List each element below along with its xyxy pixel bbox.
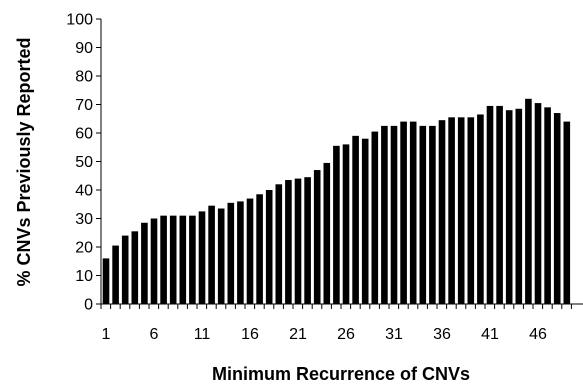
- bar: [342, 144, 350, 304]
- bar: [544, 107, 551, 304]
- bar: [361, 138, 369, 304]
- x-tick-label: 41: [481, 326, 499, 343]
- bar: [457, 117, 465, 304]
- x-tick-label: 26: [337, 326, 355, 343]
- bar: [294, 178, 302, 304]
- bar: [371, 131, 379, 304]
- y-tick-label: 10: [75, 268, 93, 285]
- bar: [285, 180, 292, 304]
- bar: [429, 125, 436, 305]
- bar: [227, 202, 235, 304]
- bar: [448, 117, 455, 304]
- x-tick-label: 31: [385, 326, 403, 343]
- bar: [323, 162, 331, 304]
- bar: [409, 121, 417, 304]
- y-tick-label: 0: [84, 297, 93, 314]
- bar: [217, 208, 225, 304]
- x-tick-label: 46: [529, 326, 547, 343]
- bar: [131, 231, 139, 304]
- bar: [150, 218, 158, 304]
- bar: [400, 121, 407, 304]
- y-tick-label: 30: [75, 211, 93, 228]
- x-tick-labels: 1 6 11 16 21 26 31 36 41 46: [102, 326, 547, 343]
- bar: [419, 125, 427, 305]
- bar: [198, 211, 206, 305]
- bar: [121, 235, 129, 304]
- bar: [486, 105, 494, 305]
- x-tick-label: 6: [150, 326, 159, 343]
- x-tick-label: 36: [433, 326, 451, 343]
- bar: [304, 177, 311, 304]
- y-tick-label: 80: [75, 69, 93, 86]
- y-tick-label: 90: [75, 40, 93, 57]
- bar: [515, 108, 523, 305]
- bar: [189, 215, 196, 304]
- bar-series: [102, 98, 571, 305]
- bar: [169, 215, 177, 304]
- bar: [505, 110, 513, 304]
- bar: [381, 125, 388, 305]
- bar: [525, 98, 532, 304]
- y-tick-label: 20: [75, 240, 93, 257]
- y-tick-label: 50: [75, 154, 93, 171]
- y-axis-ticks: [96, 18, 101, 305]
- bar: [467, 117, 475, 304]
- bar: [275, 184, 283, 304]
- bar: [477, 114, 484, 304]
- x-tick-label: 1: [102, 326, 111, 343]
- bar: [553, 113, 561, 304]
- bar: [112, 245, 119, 304]
- bar: [246, 198, 254, 304]
- y-tick-labels: 0 10 20 30 40 50 60 70 80 90 100: [66, 12, 93, 314]
- bar: [160, 215, 167, 304]
- bar: [438, 120, 446, 304]
- bar: [102, 258, 110, 304]
- x-axis-ticks: [100, 304, 572, 309]
- bar: [208, 205, 215, 304]
- bar: [534, 103, 542, 304]
- bar: [563, 121, 571, 304]
- bar: [333, 145, 340, 304]
- x-tick-label: 21: [289, 326, 307, 343]
- y-axis-title: % CNVs Previously Reported: [14, 37, 34, 286]
- y-tick-label: 70: [75, 97, 93, 114]
- x-tick-label: 11: [194, 326, 211, 343]
- y-tick-label: 60: [75, 126, 93, 143]
- bar: [237, 201, 244, 304]
- bar: [496, 105, 503, 305]
- y-tick-label: 100: [66, 12, 93, 29]
- bar: [390, 125, 398, 305]
- bar: [313, 170, 321, 304]
- bar: [256, 194, 263, 304]
- y-tick-label: 40: [75, 183, 93, 200]
- bar: [179, 215, 187, 304]
- bar: [265, 190, 273, 304]
- x-axis-title: Minimum Recurrence of CNVs: [212, 364, 470, 384]
- bar: [352, 135, 359, 304]
- x-tick-label: 16: [241, 326, 259, 343]
- bar: [141, 222, 148, 304]
